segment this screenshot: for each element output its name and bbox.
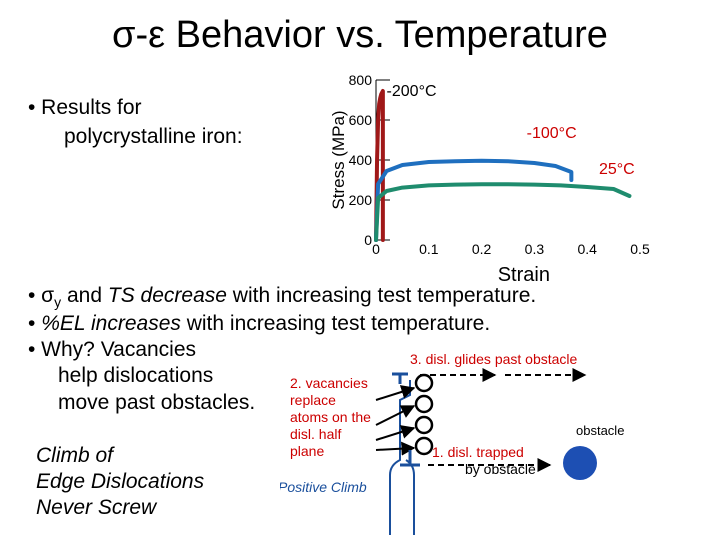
- bullet-ys-mid: and: [61, 284, 108, 307]
- half-plane-outline: [389, 380, 415, 535]
- x-tick-label: 0.1: [419, 241, 439, 257]
- climb-line3: Never Screw: [36, 496, 157, 519]
- obstacle-label: obstacle: [576, 423, 624, 438]
- bullet-ys-sub: y: [54, 294, 62, 311]
- bullet-ts-decrease: TS decrease: [107, 284, 227, 307]
- series-line-1: [374, 158, 574, 242]
- y-tick-label: 800: [349, 72, 373, 88]
- stress-strain-chart: 0 200 400 600 800 0 0.1 0.2 0.3 0.4 0.5 Strain Stres…: [329, 72, 650, 286]
- bullet-el-rest: with increasing test temperature.: [180, 312, 491, 335]
- step2-line: disl. half: [290, 426, 341, 442]
- series-label-2: 25°C: [599, 161, 635, 178]
- x-tick-label: 0.2: [472, 241, 492, 257]
- slide-title: σ-ε Behavior vs. Temperature: [112, 14, 608, 56]
- step2-line: 2. vacancies: [290, 375, 368, 391]
- x-tick-label: 0.3: [525, 241, 545, 257]
- bullet-why-line1: • Why? Vacancies: [28, 338, 197, 361]
- positive-climb-label: Positive Climb: [280, 479, 367, 495]
- x-tick-label: 0: [372, 241, 380, 257]
- y-tick-label: 0: [364, 232, 372, 248]
- step2-line: replace: [290, 392, 336, 408]
- step1-line1: 1. disl. trapped: [432, 444, 524, 460]
- y-tick-label: 400: [349, 152, 373, 168]
- obstacle-icon: [563, 446, 597, 480]
- bullet-el-increases: %EL increases: [41, 312, 181, 335]
- bullet-results-line1: • Results for: [28, 96, 142, 119]
- series-label-1: -100°C: [527, 125, 577, 142]
- bullet-el: • %EL increases with increasing test tem…: [28, 312, 490, 336]
- x-tick-label: 0.5: [630, 241, 650, 257]
- vacancy-arrow-2: [375, 405, 416, 426]
- bullet-el-prefix: •: [28, 312, 42, 335]
- step3-label: 3. disl. glides past obstacle: [410, 351, 578, 367]
- vacancy-arrow-3: [375, 425, 416, 441]
- bullet-why-line2: help dislocations: [58, 364, 214, 387]
- vacancy-1: [414, 373, 434, 393]
- x-tick-label: 0.4: [577, 241, 597, 257]
- bullet-ys-rest: with increasing test temperature.: [226, 284, 537, 307]
- bullet-results-line2: polycrystalline iron:: [64, 125, 243, 148]
- y-axis-label: Stress (MPa): [329, 110, 348, 209]
- vacancy-3: [414, 415, 434, 435]
- dislocation-climb-diagram: 3. disl. glides past obstacle obstacle 1…: [280, 351, 624, 535]
- x-axis-label: Strain: [498, 264, 550, 286]
- vacancy-2: [414, 394, 434, 414]
- chart-labels: 0 200 400 600 800 0 0.1 0.2 0.3 0.4 0.5 Strain Stres…: [329, 72, 650, 286]
- climb-line1: Climb of: [36, 444, 114, 467]
- series-label-0: -200°C: [387, 83, 437, 100]
- climb-line2: Edge Dislocations: [36, 470, 205, 493]
- bullet-ys-prefix: • σ: [28, 284, 55, 307]
- step1-line2: by obstacle: [465, 461, 536, 477]
- step2-line: plane: [290, 443, 324, 459]
- vacancy-arrow-4: [375, 441, 416, 456]
- bullet-ys-ts: • σy and TS decrease with increasing tes…: [28, 284, 536, 310]
- y-tick-label: 600: [349, 112, 373, 128]
- vacancy-arrow-1: [375, 385, 416, 401]
- series-line-0: [374, 89, 385, 242]
- step2-line: atoms on the: [290, 409, 371, 425]
- chart-curves: [374, 89, 632, 242]
- vacancy-4: [414, 436, 434, 456]
- bullet-why-line3: move past obstacles.: [58, 391, 256, 414]
- climb-note: Climb of Edge Dislocations Never Screw: [36, 443, 204, 521]
- series-line-2: [374, 182, 632, 242]
- y-tick-label: 200: [349, 192, 373, 208]
